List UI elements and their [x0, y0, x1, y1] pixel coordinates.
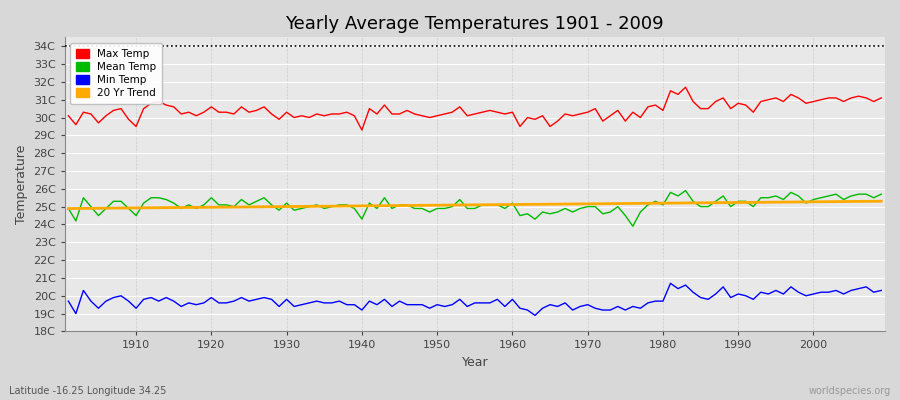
Title: Yearly Average Temperatures 1901 - 2009: Yearly Average Temperatures 1901 - 2009 — [285, 15, 664, 33]
Text: worldspecies.org: worldspecies.org — [809, 386, 891, 396]
Text: Latitude -16.25 Longitude 34.25: Latitude -16.25 Longitude 34.25 — [9, 386, 166, 396]
X-axis label: Year: Year — [462, 356, 488, 369]
Legend: Max Temp, Mean Temp, Min Temp, 20 Yr Trend: Max Temp, Mean Temp, Min Temp, 20 Yr Tre… — [70, 42, 162, 104]
Y-axis label: Temperature: Temperature — [15, 145, 28, 224]
